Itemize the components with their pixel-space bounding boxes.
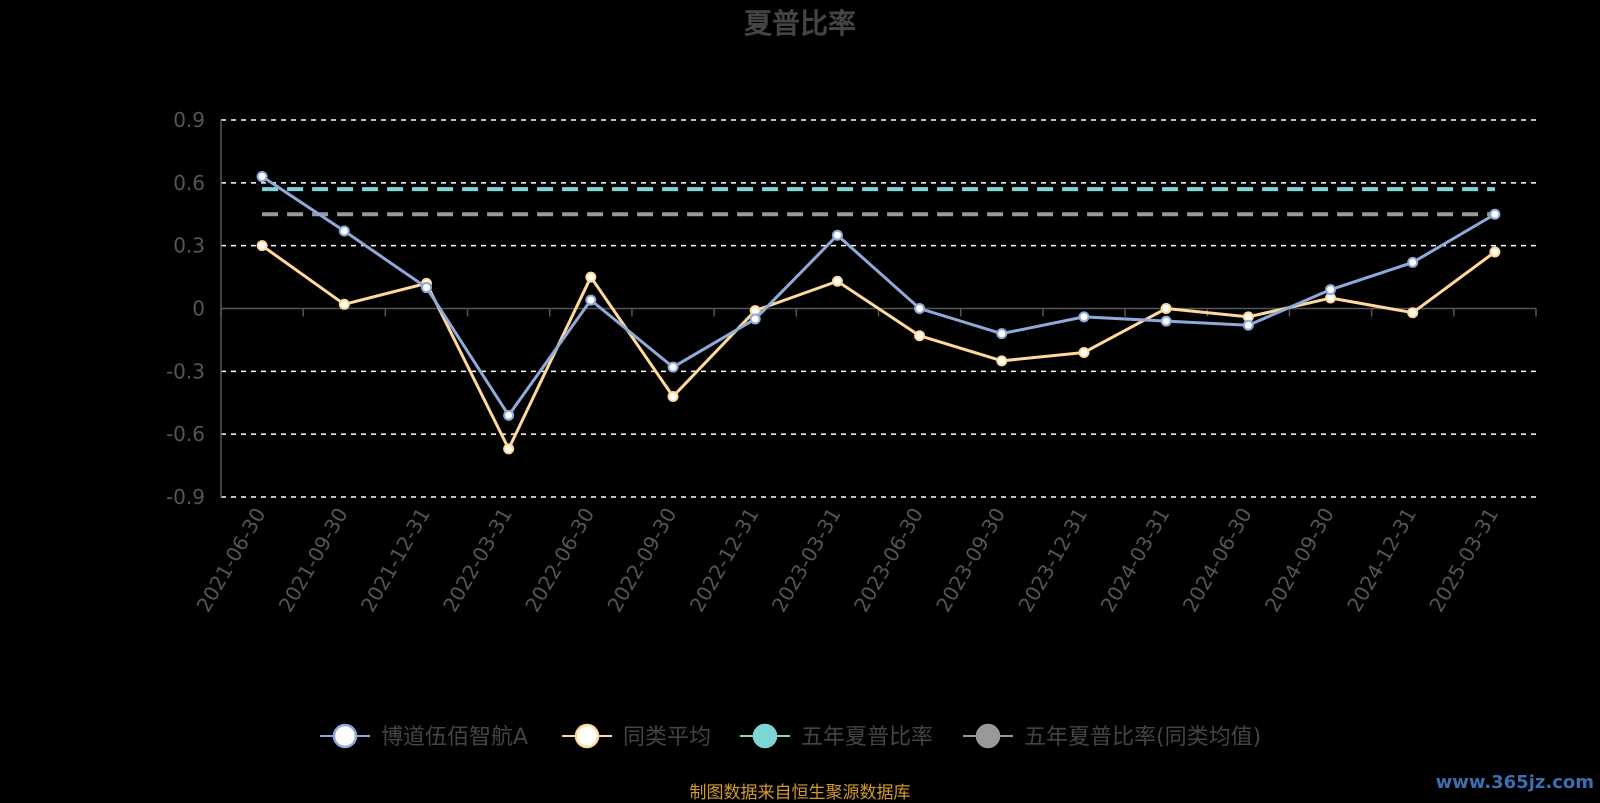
y-tick-label: -0.9 — [166, 485, 205, 509]
y-tick-label: 0 — [192, 297, 205, 321]
series-line — [261, 244, 1496, 451]
series-group — [256, 171, 1501, 455]
series-line — [261, 175, 1496, 417]
x-tick-label: 2024-03-31 — [1096, 504, 1175, 617]
legend-marker — [574, 723, 600, 749]
watermark: www.365jz.com — [1435, 772, 1594, 793]
data-point — [1489, 208, 1501, 220]
x-tick-label: 2021-12-31 — [356, 504, 435, 617]
x-axis-labels: 2021-06-30 2021-09-30 2021-12-31 2022-03-31… — [192, 504, 1504, 617]
x-tick-label: 2023-06-30 — [849, 504, 928, 617]
data-point — [585, 294, 597, 306]
data-point — [503, 443, 515, 455]
x-tick-label: 2021-06-30 — [192, 504, 271, 617]
data-point — [996, 355, 1008, 367]
x-tick-label: 2022-12-31 — [685, 504, 764, 617]
data-point — [503, 409, 515, 421]
data-point — [1160, 315, 1172, 327]
data-point — [831, 275, 843, 287]
x-tick-label: 2021-09-30 — [274, 504, 353, 617]
data-point — [914, 330, 926, 342]
source-note: 制图数据来自恒生聚源数据库 — [689, 783, 911, 803]
x-tick-label: 2024-12-31 — [1342, 504, 1421, 617]
data-point — [667, 361, 679, 373]
x-tick-label: 2024-09-30 — [1260, 504, 1339, 617]
data-point — [420, 282, 432, 294]
x-tick-label: 2022-06-30 — [520, 504, 599, 617]
x-tick-label: 2024-06-30 — [1178, 504, 1257, 617]
data-point — [1160, 303, 1172, 314]
data-point — [996, 328, 1008, 340]
legend: 博道伍佰智航A 同类平均 五年夏普比率 五年夏普比率(同类均值) — [320, 723, 1261, 750]
data-point — [256, 171, 268, 183]
data-point — [256, 240, 268, 252]
reference-lines — [262, 187, 1495, 217]
y-axis-labels: 0.9 0.6 0.3 0 -0.3 -0.6 -0.9 — [166, 108, 205, 509]
legend-label: 同类平均 — [623, 725, 711, 750]
data-point — [338, 225, 350, 237]
y-tick-label: 0.3 — [173, 234, 205, 258]
legend-marker — [752, 723, 778, 749]
x-tick-label: 2022-03-31 — [438, 504, 517, 617]
legend-marker — [975, 723, 1001, 749]
legend-label: 博道伍佰智航A — [381, 725, 528, 750]
data-point — [1407, 256, 1419, 268]
y-tick-label: -0.3 — [166, 359, 205, 383]
y-tick-label: 0.6 — [173, 171, 205, 195]
x-tick-label: 2023-09-30 — [931, 504, 1010, 617]
data-point — [831, 229, 843, 241]
x-tick-label: 2025-03-31 — [1424, 504, 1503, 617]
data-point — [749, 313, 761, 325]
data-point — [1242, 319, 1254, 331]
y-tick-label: -0.6 — [166, 422, 205, 446]
data-point — [1407, 307, 1419, 319]
data-point — [338, 298, 350, 310]
x-tick-label: 2023-12-31 — [1013, 504, 1092, 617]
data-point — [914, 303, 926, 314]
legend-label: 五年夏普比率 — [801, 725, 933, 750]
chart-title: 夏普比率 — [744, 7, 856, 40]
data-point — [1078, 346, 1090, 358]
legend-marker — [332, 723, 358, 749]
x-tick-label: 2022-09-30 — [602, 504, 681, 617]
data-point — [585, 271, 597, 283]
legend-label: 五年夏普比率(同类均值) — [1024, 725, 1261, 750]
data-point — [1078, 311, 1090, 323]
data-point — [1325, 284, 1337, 296]
y-tick-label: 0.9 — [173, 108, 205, 132]
data-point — [1489, 246, 1501, 258]
x-tick-label: 2023-03-31 — [767, 504, 846, 617]
data-point — [667, 390, 679, 402]
